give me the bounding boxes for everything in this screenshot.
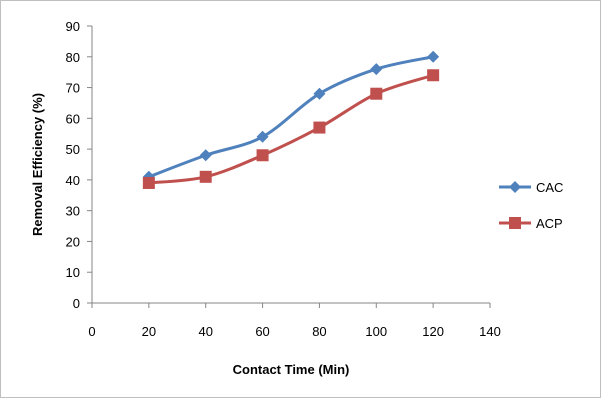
y-tick-label: 60 [66, 111, 80, 126]
data-point-cac [256, 130, 269, 143]
x-tick-label: 20 [142, 324, 156, 339]
y-tick-label: 80 [66, 50, 80, 65]
legend-item-cac: CAC [499, 180, 563, 195]
plot-series [142, 50, 440, 189]
y-tick-label: 90 [66, 19, 80, 34]
y-tick-label: 10 [66, 265, 80, 280]
legend-label: CAC [536, 180, 563, 195]
y-tick-label: 20 [66, 234, 80, 249]
x-tick-label: 140 [479, 324, 501, 339]
legend-marker-cac [509, 181, 521, 193]
x-axis-title: Contact Time (Min) [233, 362, 350, 377]
data-point-acp [313, 121, 326, 134]
x-tick-label: 100 [365, 324, 387, 339]
data-point-cac [370, 63, 383, 76]
y-tick-label: 0 [73, 296, 80, 311]
series-line-cac [148, 55, 434, 179]
x-axis-ticks: 0 20 40 60 80 100 120 140 [88, 303, 501, 339]
data-point-acp [427, 69, 440, 82]
data-point-acp [199, 170, 212, 183]
y-tick-label: 70 [66, 81, 80, 96]
series-line-acp [148, 73, 434, 185]
x-tick-label: 120 [422, 324, 444, 339]
y-tick-label: 40 [66, 173, 80, 188]
chart-axes [91, 26, 490, 304]
series-acp [142, 69, 440, 189]
legend-marker-acp [509, 217, 521, 229]
x-tick-label: 60 [255, 324, 269, 339]
legend: CAC ACP [499, 180, 563, 231]
y-axis-ticks: 0 10 20 30 40 50 60 70 80 90 [66, 19, 92, 311]
y-tick-label: 30 [66, 204, 80, 219]
y-tick-label: 50 [66, 142, 80, 157]
data-point-acp [256, 149, 269, 162]
x-tick-label: 80 [312, 324, 326, 339]
x-tick-label: 0 [88, 324, 95, 339]
data-point-cac [313, 87, 326, 100]
legend-item-acp: ACP [499, 216, 563, 231]
data-point-cac [427, 50, 440, 63]
data-point-acp [142, 176, 155, 189]
legend-label: ACP [536, 216, 563, 231]
data-point-acp [370, 87, 383, 100]
y-axis-title: Removal Efficiency (%) [30, 93, 45, 236]
x-tick-label: 40 [198, 324, 212, 339]
series-cac [142, 50, 440, 183]
data-point-cac [199, 149, 212, 162]
